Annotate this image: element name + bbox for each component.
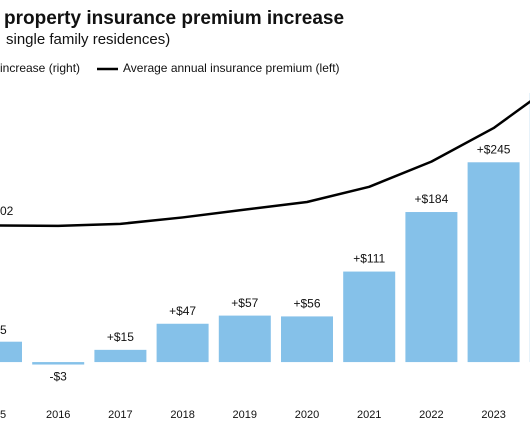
data-label: +$184 — [415, 192, 449, 206]
data-label: +$56 — [293, 297, 320, 311]
x-tick-label: 2022 — [419, 409, 443, 421]
x-tick-label: 2023 — [481, 409, 505, 421]
chart-subtitle: single family residences) — [6, 31, 170, 48]
bar — [281, 316, 333, 363]
x-tick-label: 2017 — [108, 409, 132, 421]
annotation: 5 — [0, 323, 7, 337]
annotation: 02 — [0, 204, 14, 218]
data-label: +$47 — [169, 304, 196, 318]
data-label: +$57 — [231, 296, 258, 310]
bar — [32, 362, 85, 365]
legend-label: Average annual insurance premium (left) — [123, 61, 340, 75]
legend-label: increase (right) — [0, 61, 80, 75]
x-tick-label: 2021 — [357, 409, 381, 421]
chart-title: property insurance premium increase — [4, 8, 344, 29]
x-tick-label: 2020 — [295, 409, 319, 421]
x-tick-label: 2019 — [233, 409, 257, 421]
x-tick-label: 5 — [0, 409, 6, 421]
bar — [405, 212, 458, 363]
data-label: +$111 — [353, 252, 385, 266]
x-tick-label: 2016 — [46, 409, 70, 421]
bar — [156, 323, 209, 363]
data-label: +$245 — [477, 142, 511, 156]
data-label: +$15 — [107, 330, 134, 344]
line — [0, 100, 530, 228]
bar — [94, 349, 147, 363]
bar — [0, 341, 22, 363]
bar — [467, 162, 520, 363]
data-label: -$3 — [50, 370, 68, 384]
x-tick-label: 2018 — [170, 409, 194, 421]
bar — [343, 271, 396, 363]
bar — [218, 315, 271, 363]
